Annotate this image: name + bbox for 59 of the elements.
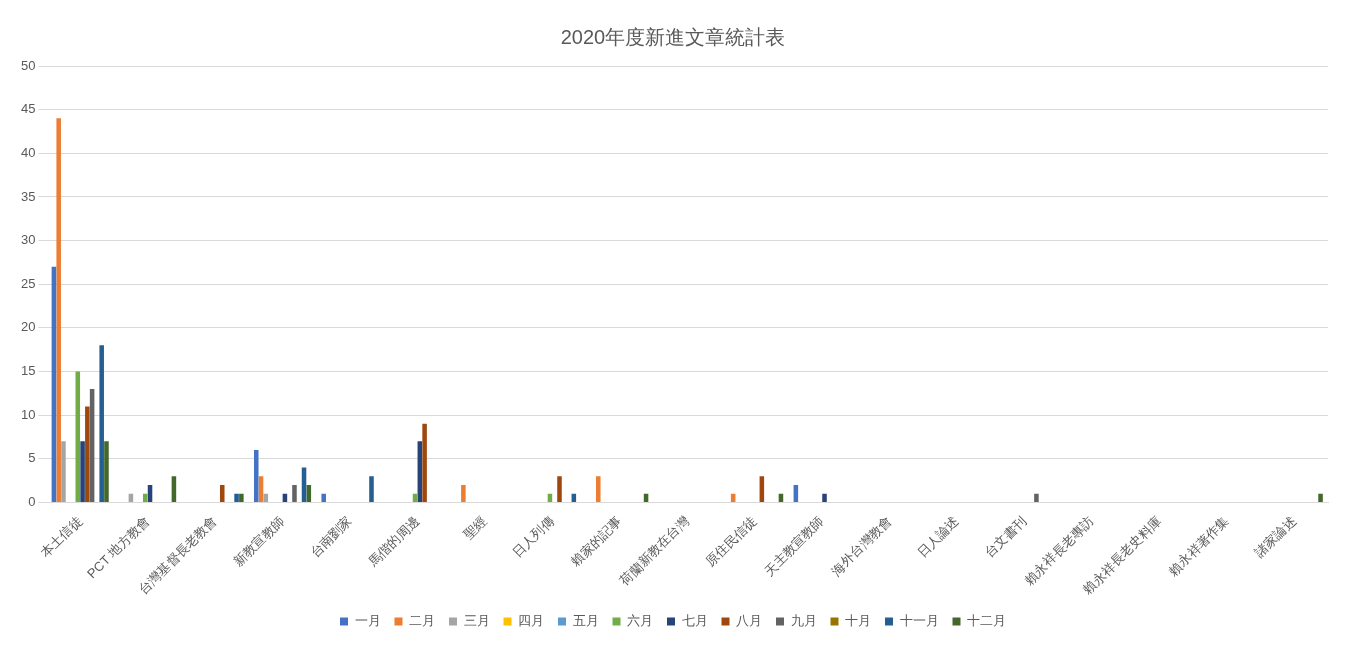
- bar: [1034, 493, 1039, 502]
- x-tick-label: 本土信徒: [37, 512, 85, 561]
- x-tick-label: 台南劉家: [307, 512, 355, 561]
- legend-label: 九月: [790, 613, 817, 629]
- legend-label: 六月: [627, 613, 653, 629]
- bar: [85, 406, 90, 502]
- y-tick-label: 0: [28, 494, 36, 510]
- bar: [104, 441, 109, 502]
- legend-label: 七月: [681, 613, 708, 629]
- x-tick-label: 聖經: [460, 512, 490, 542]
- bar: [219, 484, 225, 502]
- legend-label: 五月: [572, 613, 599, 629]
- bar: [234, 493, 239, 502]
- y-tick-label: 50: [20, 57, 36, 73]
- bar: [99, 345, 104, 502]
- y-tick-label: 15: [20, 363, 36, 379]
- bar: [142, 493, 148, 502]
- bar: [1318, 493, 1323, 502]
- y-tick-label: 20: [20, 319, 36, 335]
- bar: [80, 441, 85, 502]
- bar: [321, 493, 326, 502]
- legend-label: 二月: [409, 613, 435, 629]
- y-tick-label: 10: [20, 406, 36, 422]
- x-tick-label: 天主教宣教師: [761, 512, 827, 579]
- legend-label: 十月: [845, 613, 871, 629]
- legend-label: 十一月: [899, 613, 939, 629]
- bar: [369, 476, 374, 502]
- bar: [253, 450, 259, 502]
- y-tick-label: 40: [20, 144, 36, 160]
- y-tick-label: 45: [20, 101, 36, 117]
- bar: [422, 423, 427, 502]
- y-tick-label: 30: [20, 232, 36, 248]
- x-tick-label: 諸家論述: [1251, 512, 1299, 561]
- legend-label: 四月: [518, 613, 544, 629]
- x-tick-label: 海外台灣教會: [828, 512, 895, 579]
- y-tick-label: 5: [28, 450, 36, 466]
- bar: [461, 484, 466, 502]
- x-tick-label: 新教宣教師: [230, 512, 288, 570]
- x-tick-label: 台文書刊: [981, 512, 1030, 561]
- x-tick-label: 日人論述: [914, 512, 962, 561]
- x-tick-label: 馬偕的周邊: [364, 512, 423, 571]
- bar: [596, 476, 601, 502]
- legend-label: 三月: [463, 613, 490, 629]
- bar: [56, 118, 61, 502]
- legend-label: 八月: [736, 613, 762, 629]
- y-tick-label: 25: [20, 275, 36, 291]
- x-tick-label: 原住民信徒: [702, 512, 760, 570]
- bar: [822, 493, 827, 502]
- legend-label: 十二月: [967, 613, 1006, 629]
- chart-title: 2020年度新進文章統計表: [560, 25, 786, 48]
- legend-label: 一月: [354, 613, 381, 629]
- x-tick-label: 日人列傳: [509, 512, 557, 561]
- bar: [61, 441, 66, 502]
- bar: [557, 476, 562, 502]
- bar: [239, 493, 244, 502]
- x-tick-label: 賴家的記事: [567, 512, 625, 570]
- x-tick-label: 賴永祥著作集: [1165, 512, 1232, 579]
- y-tick-label: 35: [20, 188, 36, 204]
- bar: [292, 484, 297, 502]
